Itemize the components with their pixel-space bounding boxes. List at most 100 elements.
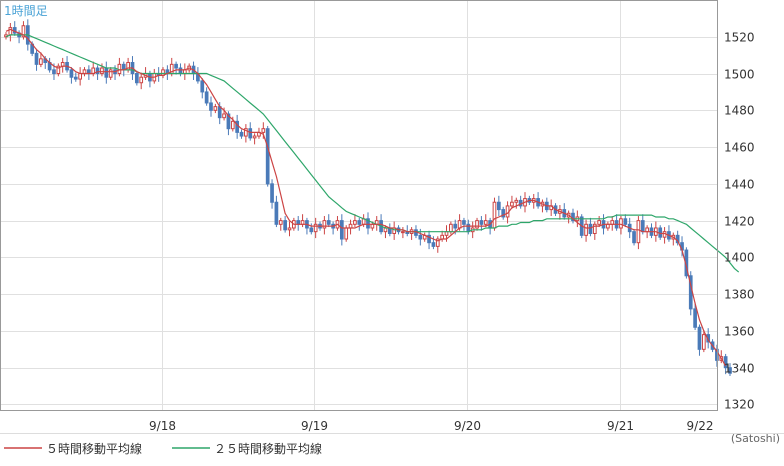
candle-body — [697, 326, 702, 350]
candle-body — [479, 220, 484, 225]
candle-body — [261, 128, 266, 133]
candle-body — [632, 231, 636, 244]
x-tick-label: 9/21 — [607, 419, 634, 433]
candle-body — [226, 113, 231, 130]
candle-body — [449, 223, 453, 233]
chart-title: 1時間足 — [4, 4, 48, 18]
candle-body — [457, 220, 462, 229]
candle-body — [100, 67, 104, 75]
candle-body — [510, 201, 514, 207]
y-tick-label: 1320 — [724, 398, 755, 412]
plot-background — [0, 0, 718, 410]
candle-body — [401, 231, 405, 234]
candle-body — [728, 367, 732, 374]
y-tick-label: 1420 — [724, 215, 755, 229]
candle-body — [274, 201, 279, 225]
candle-body — [134, 73, 139, 84]
candle-body — [326, 220, 331, 225]
x-tick-label: 9/22 — [687, 419, 714, 433]
candle-body — [588, 223, 593, 234]
candle-body — [52, 69, 56, 75]
candle-body — [309, 227, 314, 233]
candle-body — [69, 69, 74, 78]
legend-item-ma5[interactable]: ５時間移動平均線 — [4, 441, 142, 456]
candle-body — [204, 91, 209, 104]
candle-body — [313, 223, 318, 233]
candle-body — [139, 76, 144, 84]
x-tick-label: 9/18 — [149, 419, 176, 433]
candle-body — [435, 238, 440, 247]
candle-body — [95, 67, 100, 75]
legend-item-ma25[interactable]: ２５時間移動平均線 — [172, 441, 322, 456]
candle-body — [174, 63, 178, 69]
candle-body — [723, 356, 728, 369]
candle-body — [453, 223, 458, 229]
candle-body — [8, 27, 13, 36]
candle-body — [21, 25, 26, 38]
candle-body — [278, 220, 283, 225]
candle-body — [514, 199, 519, 203]
candle-body — [584, 223, 588, 236]
candle-body — [427, 234, 431, 244]
ma25-line — [5, 34, 740, 273]
x-tick-label: 9/20 — [454, 419, 481, 433]
candle-body — [636, 220, 641, 244]
candle-body — [339, 220, 344, 240]
candle-body — [39, 58, 43, 65]
candle-body — [693, 308, 697, 328]
candle-body — [248, 128, 253, 139]
y-tick-label: 1380 — [724, 288, 755, 302]
candle-body — [496, 201, 501, 211]
candle-body — [213, 106, 218, 111]
candle-body — [501, 209, 506, 218]
y-tick-label: 1460 — [724, 141, 755, 155]
candle-body — [283, 220, 287, 231]
candle-body — [56, 65, 61, 75]
candle-body — [287, 227, 292, 231]
candle-body — [200, 80, 205, 93]
candle-body — [265, 128, 270, 185]
candle-body — [475, 220, 479, 229]
moving-average-lines — [5, 28, 740, 367]
candle-body — [178, 67, 183, 75]
y-axis: 1320 1340 1360 1380 1400 1420 1440 1460 1480 1500… — [724, 31, 755, 412]
candle-body — [597, 220, 602, 225]
y-tick-label: 1520 — [724, 31, 755, 45]
candle-body — [619, 218, 623, 229]
candle-body — [222, 113, 226, 119]
candle-body — [34, 52, 39, 65]
y-tick-label: 1500 — [724, 68, 755, 82]
y-tick-label: 1400 — [724, 251, 755, 265]
unit-label: (Satoshi) — [731, 432, 780, 445]
candle-body — [104, 67, 109, 78]
plot-frame — [0, 0, 718, 411]
candle-body — [483, 220, 488, 225]
candle-body — [418, 234, 423, 240]
candle-body — [108, 69, 113, 78]
ma5-line — [5, 28, 727, 367]
candle-body — [252, 135, 257, 139]
legend-label-ma5: ５時間移動平均線 — [46, 441, 142, 456]
candle-body — [322, 220, 327, 229]
candle-body — [353, 220, 357, 225]
candle-body — [462, 220, 466, 225]
candle-body — [270, 183, 274, 203]
y-tick-label: 1360 — [724, 325, 755, 339]
legend-label-ma25: ２５時間移動平均線 — [214, 441, 322, 456]
legend: ５時間移動平均線 ２５時間移動平均線 — [4, 441, 322, 456]
candle-body — [715, 348, 719, 361]
candle-body — [623, 218, 628, 225]
candle-body — [230, 120, 235, 130]
candle-body — [466, 223, 471, 233]
candle-body — [701, 334, 706, 350]
candle-body — [73, 76, 78, 80]
candle-body — [366, 218, 370, 229]
x-axis: 9/18 9/19 9/20 9/21 9/22 — [149, 419, 713, 433]
candle-body — [344, 227, 349, 240]
x-tick-label: 9/19 — [301, 419, 328, 433]
candle-body — [244, 128, 248, 137]
candle-body — [357, 220, 362, 225]
candle-body — [640, 220, 645, 233]
